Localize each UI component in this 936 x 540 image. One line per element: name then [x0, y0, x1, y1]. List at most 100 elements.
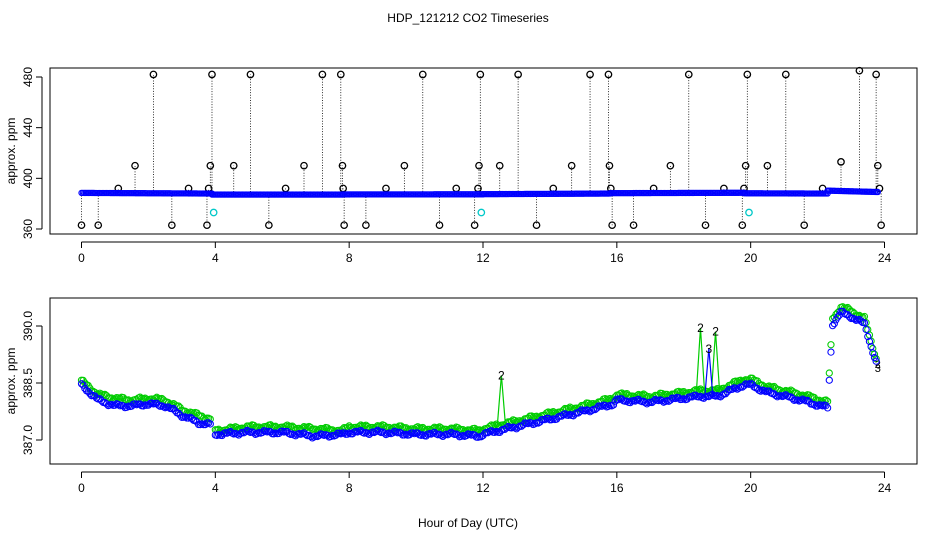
spike-point — [229, 161, 238, 170]
series-point — [343, 430, 352, 438]
series-point — [643, 400, 651, 408]
spike-point — [362, 221, 370, 230]
series-point — [760, 386, 768, 395]
peak-line — [704, 348, 710, 397]
series-point — [102, 400, 111, 408]
series-point — [822, 396, 830, 404]
y-tick-label: 440 — [21, 117, 35, 137]
spike-point — [763, 161, 772, 170]
series-point — [671, 394, 680, 403]
series-point — [813, 402, 822, 410]
series-point — [519, 421, 527, 429]
cyan-point — [477, 208, 486, 217]
spike-point — [567, 161, 576, 170]
y-axis-label-bottom: approx. ppm — [4, 348, 18, 415]
series-point — [154, 401, 163, 409]
series-point — [872, 355, 880, 363]
series-point — [584, 407, 593, 415]
spike-point — [701, 221, 710, 230]
spike-point — [743, 70, 752, 79]
series-point — [604, 402, 613, 410]
series-point — [123, 403, 131, 411]
series-point — [829, 322, 837, 330]
spike-point — [608, 221, 616, 230]
plot-frame-bottom — [49, 297, 918, 465]
panel-top: 0 4 8 12 16 20 24 360 400 440 480 approx. ppm — [4, 67, 918, 265]
spike-point — [400, 161, 409, 170]
baseline-point — [874, 188, 881, 196]
series-point — [236, 429, 245, 438]
peak-symbol: 3 — [706, 342, 713, 356]
peak-symbol: 2 — [498, 368, 505, 382]
series-point — [827, 341, 835, 349]
series-point — [576, 407, 584, 416]
series-point — [773, 393, 782, 401]
series-point — [201, 420, 209, 429]
spike-point — [666, 161, 675, 170]
y-axis-bottom: 387.0 388.5 390.0 — [21, 311, 43, 455]
series-point — [675, 394, 683, 402]
cyan-point — [209, 208, 218, 217]
x-tick-label: 12 — [476, 481, 490, 495]
peak-symbol: 2 — [712, 325, 719, 339]
series-point — [825, 376, 833, 384]
y-tick-label: 390.0 — [21, 311, 35, 341]
peak-line — [496, 375, 503, 425]
spike-point — [604, 70, 613, 79]
spike-point — [738, 221, 747, 230]
spike-point — [208, 70, 216, 79]
series-point — [825, 369, 833, 377]
series-point — [870, 353, 879, 362]
series-point — [772, 391, 780, 400]
series-point — [511, 416, 519, 425]
series-point — [650, 397, 658, 405]
spike-point — [837, 158, 845, 166]
peak-line — [710, 331, 717, 391]
y-tick-label: 360 — [21, 219, 35, 239]
series-point — [830, 320, 838, 328]
series-point — [864, 332, 872, 341]
series-point — [389, 429, 397, 437]
series-point — [822, 401, 830, 410]
spike-point — [418, 70, 427, 79]
series-point — [181, 413, 189, 421]
series-point — [839, 303, 847, 311]
series-point — [728, 385, 736, 393]
series-point — [869, 349, 877, 357]
series-symbol: 2 — [875, 359, 881, 371]
spike-point — [435, 221, 444, 230]
spike-point — [476, 70, 485, 79]
series-point — [164, 403, 173, 411]
x-tick-label: 4 — [212, 251, 219, 265]
series-point — [870, 350, 879, 358]
series-point — [454, 431, 462, 439]
series-point — [258, 428, 266, 437]
series-point — [765, 382, 773, 390]
series-point — [79, 381, 87, 389]
spike-point — [149, 70, 158, 79]
x-tick-label: 16 — [610, 251, 624, 265]
series-point — [502, 424, 511, 432]
peak-line — [708, 348, 714, 397]
spike-point — [873, 161, 882, 170]
y-axis-label-top: approx. ppm — [4, 118, 18, 185]
y-tick-label: 400 — [21, 168, 35, 188]
baseline-layer — [78, 187, 881, 198]
spike-point — [246, 70, 255, 79]
series-point — [487, 427, 495, 435]
series-point — [544, 414, 552, 422]
series-point — [504, 422, 512, 431]
series-point — [307, 423, 315, 432]
series-point — [437, 431, 445, 439]
cyan-point — [745, 208, 753, 217]
spike-point — [300, 161, 308, 170]
series-point — [568, 404, 576, 412]
series-point — [531, 420, 539, 428]
x-tick-label: 12 — [476, 251, 490, 265]
spike-point — [629, 221, 638, 230]
spike-point — [495, 161, 504, 170]
peak-line — [699, 327, 706, 391]
series-point — [139, 402, 148, 410]
series-point — [584, 399, 593, 407]
x-tick-label: 8 — [346, 481, 353, 495]
